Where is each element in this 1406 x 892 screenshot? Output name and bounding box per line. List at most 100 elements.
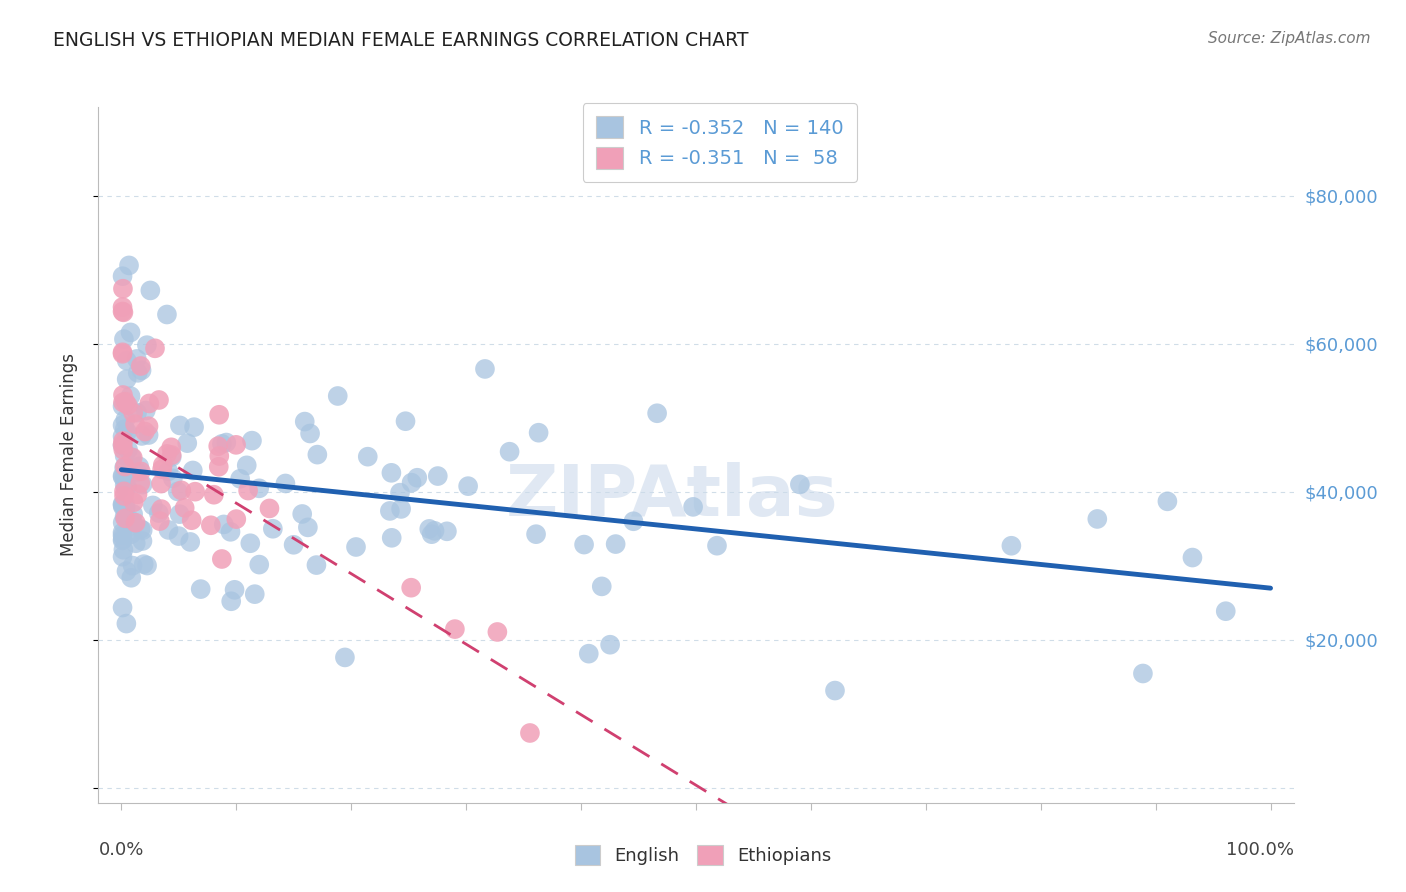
Point <box>401 475 423 490</box>
Point <box>111 533 134 548</box>
Point <box>444 622 467 636</box>
Text: 100.0%: 100.0% <box>1226 841 1294 859</box>
Point <box>380 466 402 480</box>
Point <box>129 464 152 478</box>
Point <box>457 479 479 493</box>
Point <box>420 527 443 541</box>
Point <box>394 414 416 428</box>
Point <box>240 434 263 448</box>
Point <box>139 284 162 298</box>
Point <box>117 398 139 412</box>
Point <box>115 480 138 494</box>
Point <box>114 470 136 484</box>
Point <box>152 458 174 472</box>
Point <box>122 507 145 521</box>
Text: Source: ZipAtlas.com: Source: ZipAtlas.com <box>1208 31 1371 46</box>
Point <box>132 557 155 571</box>
Point <box>200 518 222 533</box>
Point <box>120 527 142 541</box>
Point <box>115 564 138 578</box>
Point <box>169 507 191 521</box>
Point <box>121 450 143 465</box>
Point <box>112 489 135 503</box>
Point <box>114 477 136 491</box>
Point <box>219 594 242 608</box>
Point <box>111 600 134 615</box>
Point <box>824 683 846 698</box>
Point <box>111 497 134 511</box>
Point <box>114 394 136 409</box>
Point <box>112 460 135 475</box>
Point <box>207 439 229 453</box>
Point <box>176 436 198 450</box>
Point <box>299 426 322 441</box>
Point <box>150 476 173 491</box>
Point <box>111 282 134 296</box>
Point <box>389 502 412 516</box>
Point <box>120 450 142 465</box>
Point <box>111 395 134 409</box>
Point <box>190 582 212 596</box>
Point <box>211 552 233 566</box>
Point <box>423 524 446 538</box>
Point <box>111 516 134 530</box>
Text: ZIPAtlas: ZIPAtlas <box>506 462 838 531</box>
Point <box>167 529 190 543</box>
Point <box>157 523 180 537</box>
Point <box>211 437 233 451</box>
Point <box>215 435 238 450</box>
Point <box>418 522 440 536</box>
Point <box>180 513 202 527</box>
Point <box>173 500 195 515</box>
Point <box>578 647 600 661</box>
Point <box>406 471 429 485</box>
Point <box>111 500 134 514</box>
Point <box>148 506 170 520</box>
Point <box>124 417 146 431</box>
Point <box>112 332 135 346</box>
Point <box>682 500 704 514</box>
Point <box>157 464 180 478</box>
Point <box>129 522 152 536</box>
Point <box>599 638 621 652</box>
Point <box>1181 550 1204 565</box>
Point <box>527 425 550 440</box>
Point <box>262 522 284 536</box>
Point <box>111 399 134 413</box>
Point <box>138 396 160 410</box>
Point <box>111 345 134 359</box>
Point <box>131 363 153 377</box>
Point <box>115 616 138 631</box>
Point <box>1156 494 1178 508</box>
Point <box>212 517 235 532</box>
Point <box>150 462 173 476</box>
Point <box>112 305 135 319</box>
Point <box>1215 604 1237 618</box>
Point <box>225 438 247 452</box>
Point <box>114 482 136 496</box>
Point <box>156 447 179 461</box>
Text: ENGLISH VS ETHIOPIAN MEDIAN FEMALE EARNINGS CORRELATION CHART: ENGLISH VS ETHIOPIAN MEDIAN FEMALE EARNI… <box>53 31 749 50</box>
Point <box>184 484 207 499</box>
Point <box>115 425 138 439</box>
Point <box>789 477 811 491</box>
Point <box>294 415 316 429</box>
Point <box>131 523 153 537</box>
Text: 0.0%: 0.0% <box>98 841 143 859</box>
Point <box>136 558 159 573</box>
Point <box>122 406 145 420</box>
Point <box>127 465 149 479</box>
Point <box>169 418 191 433</box>
Point <box>131 533 153 548</box>
Point <box>236 483 259 498</box>
Point <box>115 372 138 386</box>
Point <box>170 483 193 498</box>
Legend: R = -0.352   N = 140, R = -0.351   N =  58: R = -0.352 N = 140, R = -0.351 N = 58 <box>582 103 858 182</box>
Point <box>111 470 134 484</box>
Point <box>125 351 148 366</box>
Point <box>120 326 142 340</box>
Point <box>519 726 541 740</box>
Point <box>131 477 153 491</box>
Point <box>114 501 136 516</box>
Point <box>111 429 134 443</box>
